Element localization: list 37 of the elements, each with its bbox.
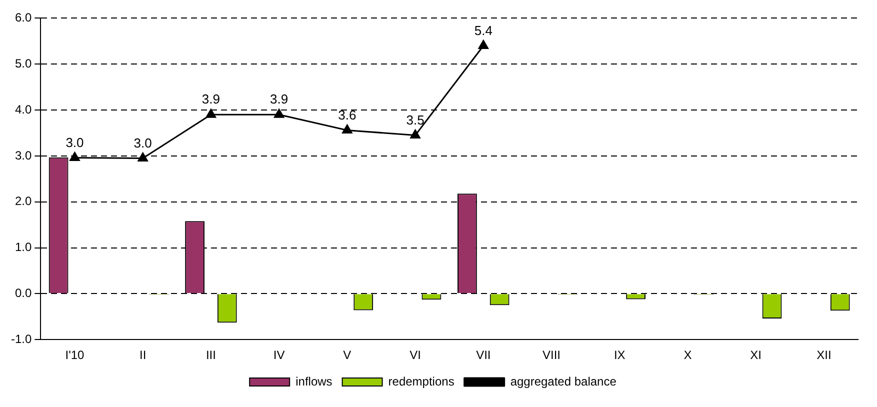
x-tick-label: V bbox=[343, 348, 352, 362]
x-tick-label: X bbox=[684, 348, 692, 362]
x-tick-label: IX bbox=[614, 348, 626, 362]
y-tick-label: 2.0 bbox=[14, 194, 32, 208]
data-label: 3.9 bbox=[270, 92, 288, 107]
y-tick-label: 1.0 bbox=[14, 240, 32, 254]
y-tick-label: 3.0 bbox=[14, 148, 32, 162]
point bbox=[410, 130, 420, 139]
x-tick-label: I'10 bbox=[65, 348, 85, 362]
point bbox=[138, 152, 148, 162]
data-label: 3.5 bbox=[406, 112, 424, 128]
y-tick-label: 6.0 bbox=[14, 10, 32, 25]
data-label: 3.0 bbox=[66, 134, 84, 150]
y-tick-label: -1.0 bbox=[10, 332, 32, 346]
data-label: 5.4 bbox=[474, 22, 492, 38]
data-label: 3.0 bbox=[134, 135, 152, 150]
y-tick-label: 5.0 bbox=[14, 56, 32, 70]
data-label: 3.9 bbox=[202, 92, 220, 107]
point bbox=[342, 124, 352, 134]
x-tick-label: VII bbox=[476, 348, 491, 362]
legend-label: inflows bbox=[296, 374, 332, 388]
y-tick-label: 4.0 bbox=[14, 102, 32, 116]
legend-label: redemptions bbox=[388, 374, 454, 388]
x-tick-label: VIII bbox=[542, 348, 561, 362]
data-label: 3.6 bbox=[338, 107, 356, 122]
y-tick-label: 0.0 bbox=[14, 286, 32, 300]
legend-label: aggregated balance bbox=[510, 374, 617, 388]
x-tick-label: XI bbox=[750, 348, 762, 362]
x-tick-label: II bbox=[140, 348, 146, 362]
x-tick-label: IV bbox=[273, 348, 285, 362]
point bbox=[206, 108, 216, 118]
x-tick-label: VI bbox=[410, 348, 421, 362]
x-tick-label: XII bbox=[816, 348, 832, 362]
x-tick-label: III bbox=[206, 348, 216, 362]
point bbox=[70, 152, 80, 162]
point bbox=[478, 40, 488, 49]
point bbox=[274, 108, 284, 118]
